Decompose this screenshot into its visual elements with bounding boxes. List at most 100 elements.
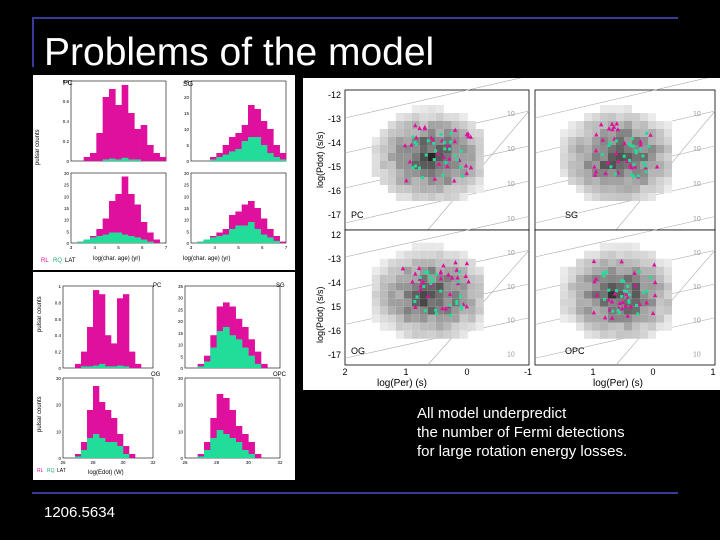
edot-og-bar-magenta	[105, 410, 112, 458]
ppdot-sg-model-point	[629, 144, 633, 148]
ppdot-pc-field-label: 10	[507, 111, 515, 118]
ppdot-og-density-cell	[411, 258, 420, 267]
ppdot-sg-model-point	[600, 153, 604, 157]
ppdot-opc-model-point	[635, 303, 639, 307]
ppdot-opc-density-cell	[632, 330, 640, 339]
ppdot-opc-density-cell	[648, 314, 656, 323]
ppdot-og-model-point	[448, 303, 452, 307]
ppdot-og-density-cell	[475, 322, 484, 331]
ppdot-og-density-cell	[467, 314, 476, 323]
ppdot-pc-lat-triangle	[429, 135, 434, 140]
ppdot-sg-model-point	[643, 164, 647, 168]
age-sg-bottom-xtick: 7	[285, 245, 288, 250]
ppdot-pc-density-cell	[427, 153, 436, 161]
ppdot-sg-model-point	[634, 149, 638, 153]
ppdot-pc-density-cell	[475, 161, 484, 169]
age-pc-bottom-xtick: 5	[117, 245, 120, 250]
age-sg-bottom-bar-green	[222, 234, 230, 243]
ppdot-sg-lat-triangle	[616, 158, 621, 164]
ppdot-og-density-cell	[419, 330, 428, 339]
ppdot-pc-density-cell	[459, 153, 468, 161]
ppdot-opc-density-cell	[632, 258, 640, 267]
edot-sg-bar-magenta	[261, 363, 268, 368]
ppdot-sg-density-cell	[592, 193, 600, 201]
age-sg-top-ytick: 20	[184, 95, 190, 100]
ppdot-opc-model-point	[642, 291, 646, 295]
edot-og-bar-magenta	[123, 446, 130, 458]
ppdot-opc-density-cell	[576, 274, 584, 283]
ppdot-ytick-bottom: -16	[328, 326, 341, 336]
ppdot-pc-density-cell	[443, 177, 452, 185]
edot-pc-ytick: 0.2	[55, 350, 62, 355]
ppdot-sg-density-cell	[664, 137, 672, 145]
ppdot-opc-model-point	[627, 293, 631, 297]
ppdot-og-density-cell	[475, 306, 484, 315]
ppdot-og-density-cell	[427, 306, 436, 315]
ppdot-pc-density-cell	[443, 113, 452, 121]
ppdot-sg-density-cell	[608, 113, 616, 121]
ppdot-og-field-label: 10	[507, 250, 515, 257]
edot-ylabel-bottom: pulsar counts	[37, 396, 43, 432]
ppdot-opc-lat-triangle	[652, 279, 658, 285]
ppdot-opc-density-cell	[568, 306, 576, 315]
ppdot-og-lat-triangle	[447, 291, 453, 297]
ppdot-og-lat-triangle	[454, 267, 459, 272]
age-sg-bottom-bar-magenta	[254, 208, 261, 243]
age-pc-top-bar-green	[128, 159, 135, 161]
ppdot-pc-density-cell	[387, 121, 396, 129]
ppdot-pc-model-point	[432, 141, 436, 145]
title-rule	[32, 17, 678, 19]
ppdot-opc-density-cell	[648, 290, 656, 299]
ppdot-opc-density-cell	[608, 322, 616, 331]
ppdot-sg-density-cell	[584, 145, 592, 153]
edot-label-pc: PC	[153, 283, 162, 289]
ppdot-pc-density-cell	[411, 113, 420, 121]
ppdot-og-lat-triangle	[464, 260, 470, 266]
ppdot-pc-density-cell	[395, 153, 404, 161]
ppdot-og-density-cell	[387, 258, 396, 267]
ppdot-pc-model-point	[414, 142, 418, 146]
ppdot-og-density-cell	[419, 290, 428, 299]
ppdot-opc-density-cell	[648, 274, 656, 283]
ppdot-sg-density-cell	[656, 169, 664, 177]
ppdot-og-density-cell	[403, 266, 412, 275]
ppdot-pc-density-cell	[403, 169, 412, 177]
ppdot-opc-density-cell	[600, 242, 608, 251]
ppdot-sg-density-cell	[616, 193, 624, 201]
age-pc-top-bar-magenta	[159, 157, 167, 161]
ppdot-opc-density-cell	[592, 282, 600, 291]
ppdot-pc-density-cell	[451, 121, 460, 129]
ppdot-pc-model-point	[417, 166, 421, 170]
age-legend-rl: RL	[41, 258, 49, 264]
caption: All model underpredict the number of Fer…	[417, 404, 627, 461]
ppdot-sg-density-cell	[624, 129, 632, 137]
edot-opc-ytick: 0	[180, 456, 183, 461]
ppdot-opc-lat-triangle	[624, 291, 629, 296]
ppdot-sg-density-cell	[608, 137, 616, 145]
ppdot-opc-model-point	[620, 294, 624, 298]
ppdot-pc-density-cell	[435, 145, 444, 153]
ppdot-pc-model-point	[459, 149, 463, 153]
ppdot-xlabel-right: log(Per) (s)	[593, 378, 643, 389]
ppdot-sg-density-cell	[600, 193, 608, 201]
ppdot-og-density-cell	[427, 290, 436, 299]
ppdot-og-density-cell	[475, 298, 484, 307]
age-pc-bottom-bar-magenta	[140, 222, 148, 243]
ppdot-og-density-cell	[427, 298, 436, 307]
edot-legend-lat: LAT	[57, 468, 66, 474]
edot-opc-bar-green	[197, 456, 205, 458]
age-pc-bottom-bar-green	[128, 236, 135, 243]
edot-sg-bar-green	[254, 363, 262, 368]
ppdot-ytick: -12	[328, 90, 341, 100]
ppdot-og-density-cell	[443, 258, 452, 267]
ppdot-og-density-cell	[419, 322, 428, 331]
ppdot-opc-density-cell	[600, 250, 608, 259]
ppdot-opc-field-label: 10	[693, 250, 701, 257]
edot-sg-bar-magenta	[197, 363, 205, 368]
ppdot-og-density-cell	[395, 282, 404, 291]
ppdot-opc-density-cell	[560, 298, 568, 307]
edot-sg-ytick: 25	[178, 307, 184, 312]
ppdot-og-density-cell	[411, 274, 420, 283]
age-sg-top-bar-green	[267, 153, 274, 161]
ppdot-opc-lat-triangle	[606, 297, 611, 302]
